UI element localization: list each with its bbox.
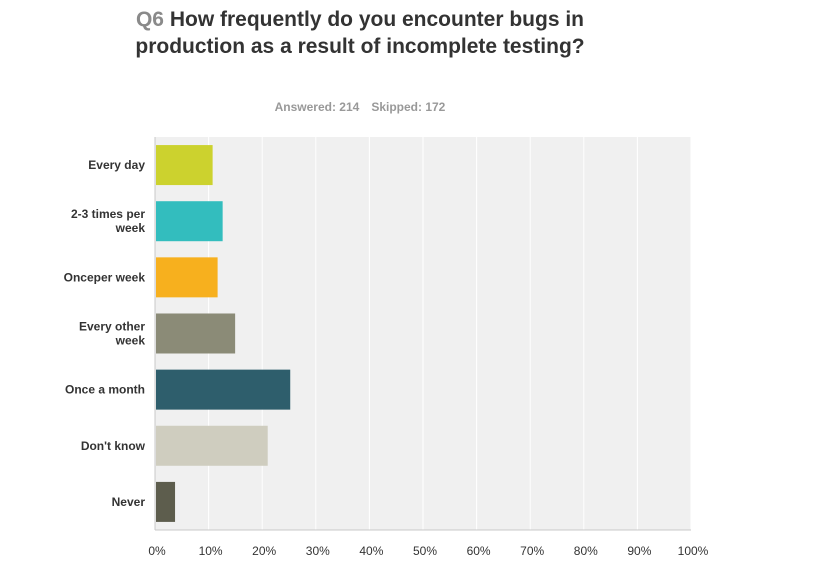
- category-label: week: [115, 333, 146, 347]
- bar: [156, 257, 218, 298]
- bar: [156, 145, 213, 186]
- category-label: Once a month: [65, 383, 145, 397]
- x-tick-label: 90%: [627, 544, 651, 558]
- category-label: 2-3 times per: [71, 207, 145, 221]
- answered-count: Answered: 214: [274, 100, 360, 114]
- x-tick-label: 50%: [413, 544, 437, 558]
- category-label: Every day: [88, 158, 145, 172]
- category-label: Don't know: [81, 439, 146, 453]
- question-number: Q6: [135, 8, 164, 31]
- bar: [156, 481, 176, 522]
- bar: [156, 369, 291, 410]
- x-tick-label: 80%: [574, 544, 598, 558]
- skipped-count: Skipped: 172: [371, 100, 446, 114]
- x-tick-label: 30%: [306, 544, 330, 558]
- category-label: Every other: [79, 319, 145, 333]
- bar: [156, 313, 236, 354]
- category-label: week: [115, 221, 146, 235]
- x-tick-label: 60%: [467, 544, 491, 558]
- x-tick-label: 70%: [520, 544, 544, 558]
- x-tick-label: 40%: [359, 544, 383, 558]
- x-tick-label: 0%: [148, 544, 166, 558]
- x-tick-label: 20%: [252, 544, 276, 558]
- category-label: Onceper week: [64, 270, 146, 284]
- x-tick-label: 10%: [199, 544, 223, 558]
- question-title: Q6 How frequently do you encounter bugs …: [110, 6, 610, 60]
- bar: [156, 201, 223, 242]
- response-stats: Answered: 214 Skipped: 172: [200, 100, 520, 114]
- question-text: How frequently do you encounter bugs in …: [135, 8, 585, 58]
- bar: [156, 425, 268, 466]
- x-tick-label: 100%: [678, 544, 709, 558]
- category-label: Never: [112, 495, 146, 509]
